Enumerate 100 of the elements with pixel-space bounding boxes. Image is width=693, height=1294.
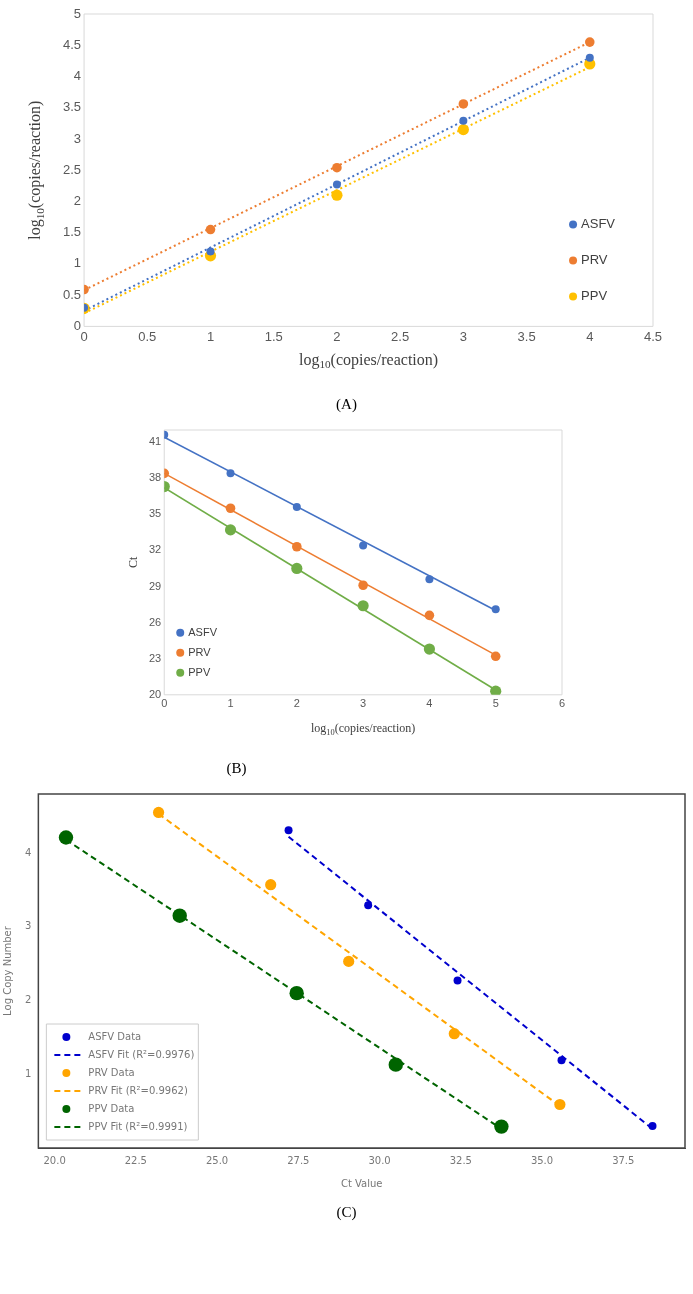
point: [458, 99, 469, 109]
text: (B): [225, 759, 248, 778]
point: [292, 503, 301, 512]
y-tick-label: 2: [24, 994, 32, 1006]
point: [205, 224, 216, 235]
y-tick-label: 26: [148, 615, 162, 628]
point: [494, 1119, 509, 1134]
x-tick-label: 3: [459, 328, 467, 344]
legend-label: PPV Data: [88, 1102, 135, 1114]
point: [152, 806, 165, 819]
legend-label: ASFV: [188, 625, 218, 638]
legend-label: PRV Data: [88, 1066, 135, 1078]
y-tick-label: 3.5: [62, 99, 82, 115]
point: [343, 955, 355, 968]
point: [490, 685, 502, 695]
x-tick-label: 5: [492, 697, 499, 710]
point: [172, 908, 187, 923]
point: [58, 830, 74, 845]
y-axis-title: Log Copy Number: [1, 925, 13, 1016]
y-tick-label: 3: [24, 920, 32, 932]
x-tick-label: 35.0: [530, 1154, 554, 1166]
y-axis-title: log10(copies/reaction): [26, 100, 46, 240]
y-tick-label: 1: [73, 255, 82, 271]
y-tick-label: 32: [148, 543, 162, 556]
point: [648, 1121, 657, 1130]
point: [206, 247, 215, 256]
point: [224, 524, 237, 536]
legend-label: PRV: [188, 645, 212, 658]
point: [425, 575, 434, 584]
x-tick-label: 2: [333, 328, 341, 344]
y-tick-label: 4.5: [62, 36, 82, 52]
legend-label: PPV Fit (R²=0.9991): [88, 1120, 188, 1132]
y-tick-label: 1: [24, 1067, 32, 1079]
x-tick-label: 2.5: [391, 328, 410, 344]
point: [284, 826, 293, 835]
x-tick-label: 20.0: [43, 1154, 66, 1166]
y-tick-label: 0: [73, 317, 82, 333]
y-tick-label: 20: [148, 687, 162, 700]
y-tick-label: 3: [73, 130, 82, 146]
y-axis-title: Ct: [126, 556, 141, 569]
y-tick-label: 38: [148, 471, 162, 484]
point: [358, 580, 368, 591]
point: [359, 541, 368, 550]
point: [226, 469, 235, 478]
point: [459, 116, 468, 125]
point: [448, 1028, 460, 1040]
x-tick-label: 25.0: [205, 1154, 229, 1166]
y-tick-label: 41: [148, 435, 162, 448]
point: [423, 643, 436, 655]
x-tick-label: 37.5: [612, 1154, 635, 1166]
point: [364, 901, 373, 910]
x-tick-label: 2: [293, 697, 300, 710]
point: [357, 600, 369, 612]
legend-label: ASFV: [581, 215, 616, 231]
legend-label: ASFV Data: [88, 1030, 142, 1042]
x-tick-label: 1: [227, 697, 234, 710]
point: [491, 605, 500, 614]
point: [289, 985, 304, 1001]
x-tick-label: 6: [558, 697, 566, 710]
x-tick-label: 1: [206, 328, 215, 344]
x-tick-label: 3: [360, 697, 367, 710]
x-tick-label: 4: [586, 328, 594, 344]
y-tick-label: 0.5: [62, 286, 82, 302]
x-tick-label: 4: [426, 697, 433, 710]
y-tick-label: 2: [73, 193, 82, 209]
y-tick-label: 4: [24, 846, 32, 858]
legend-label: PPV: [188, 665, 211, 678]
y-tick-label: 5: [73, 5, 82, 21]
point: [331, 189, 343, 201]
y-tick-label: 2.5: [62, 161, 82, 177]
point: [292, 541, 302, 552]
point: [332, 180, 341, 189]
y-tick-label: 1.5: [62, 224, 82, 240]
x-tick-label: 30.0: [368, 1154, 391, 1166]
y-tick-label: 29: [148, 579, 162, 592]
x-tick-label: 27.5: [287, 1154, 310, 1166]
legend-label: ASFV Fit (R²=0.9976): [88, 1048, 195, 1060]
x-tick-label: 4.5: [643, 328, 663, 344]
point: [388, 1057, 403, 1072]
point: [457, 123, 469, 136]
x-tick-label: 1.5: [264, 328, 283, 344]
y-tick-label: 35: [148, 507, 162, 520]
legend-label: PPV: [581, 287, 608, 303]
x-tick-label: 3.5: [517, 328, 536, 344]
y-tick-label: 23: [148, 651, 162, 664]
text: (C): [335, 1203, 358, 1222]
point: [453, 976, 462, 985]
point: [291, 562, 303, 575]
point: [490, 651, 501, 662]
y-tick-label: 4: [73, 68, 82, 84]
point: [265, 879, 277, 891]
point: [225, 503, 236, 514]
point: [557, 1056, 566, 1065]
legend-label: PRV Fit (R²=0.9962): [88, 1084, 188, 1096]
x-tick-label: 22.5: [124, 1154, 147, 1166]
text: (A): [335, 395, 358, 414]
point: [332, 162, 342, 173]
point: [585, 53, 594, 62]
point: [424, 610, 435, 621]
point: [584, 37, 595, 47]
